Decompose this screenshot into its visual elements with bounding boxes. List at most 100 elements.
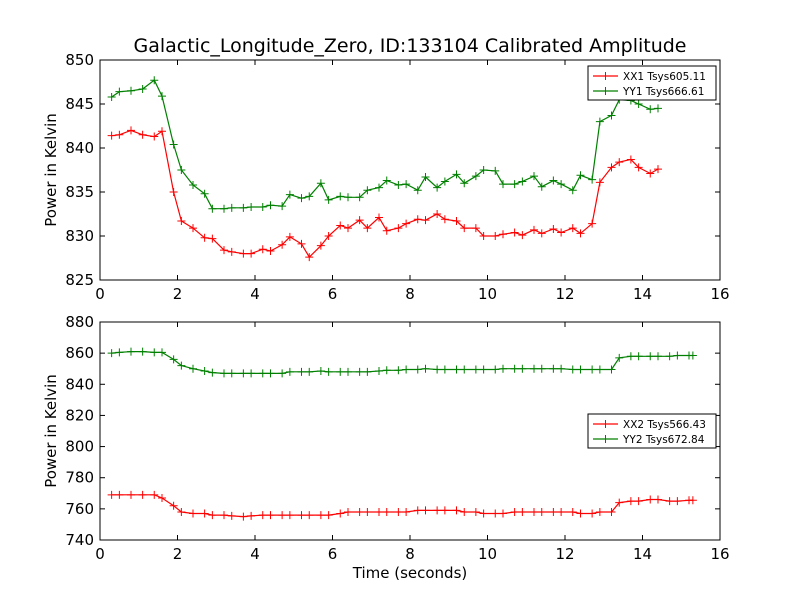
data-point [626, 155, 635, 164]
data-point [382, 226, 391, 235]
data-point [634, 163, 643, 172]
data-point [363, 507, 372, 516]
data-point [355, 216, 364, 225]
data-point [127, 347, 135, 356]
data-point [646, 352, 655, 361]
data-point [220, 369, 228, 378]
data-point [440, 506, 449, 515]
x-tick-label: 0 [95, 285, 105, 303]
data-point [220, 204, 228, 213]
data-point [646, 169, 655, 178]
data-point [355, 507, 364, 516]
legend-marker [601, 72, 610, 80]
data-point [460, 365, 469, 374]
data-point [158, 92, 166, 101]
data-point [394, 507, 403, 516]
data-point [549, 507, 558, 516]
data-point [479, 232, 488, 240]
x-tick-label: 4 [250, 285, 260, 303]
data-point [607, 365, 616, 374]
data-point [305, 192, 314, 201]
data-point [479, 166, 488, 174]
legend-marker [601, 87, 610, 95]
data-point [433, 183, 442, 192]
data-point [200, 233, 209, 242]
top-plot: 0 2 4 6 8 10 12 14 16 825 830 835 840 845 850 Power in … [42, 51, 730, 303]
data-point [568, 365, 577, 374]
data-point [115, 348, 124, 357]
data-point [382, 366, 391, 375]
data-point [278, 240, 287, 249]
data-point [266, 201, 275, 210]
x-tick-label: 6 [328, 545, 338, 563]
data-point [595, 117, 604, 126]
data-point [177, 166, 186, 174]
data-point [557, 364, 566, 373]
data-point [189, 509, 197, 518]
data-point [530, 507, 538, 516]
data-point [530, 364, 538, 373]
data-point [460, 179, 469, 188]
data-point [491, 365, 500, 374]
series-line [111, 494, 693, 518]
data-point [258, 369, 267, 378]
data-point [654, 352, 662, 361]
legend: XX1 Tsys605.11 YY1 Tsys666.61 [587, 65, 717, 101]
data-point [285, 367, 294, 376]
data-point [297, 367, 306, 376]
y-tick-label: 780 [65, 469, 94, 487]
data-point [588, 175, 597, 184]
x-tick-label: 14 [633, 285, 652, 303]
data-point [138, 130, 147, 139]
data-point [158, 493, 166, 502]
data-point [615, 353, 624, 362]
data-point [138, 347, 147, 356]
data-point [177, 217, 186, 226]
data-point [518, 507, 527, 516]
x-tick-label: 12 [555, 285, 574, 303]
x-tick-label: 16 [710, 545, 729, 563]
data-point [518, 231, 527, 240]
data-point [375, 367, 383, 376]
data-point [413, 365, 422, 374]
data-point [479, 365, 488, 374]
data-point [138, 85, 147, 94]
data-point [285, 232, 294, 241]
y-tick-label: 825 [65, 271, 94, 289]
data-point [654, 104, 662, 113]
data-point [177, 361, 186, 370]
data-point [537, 182, 546, 191]
data-point [557, 507, 566, 516]
data-point [177, 507, 186, 516]
data-point [530, 225, 538, 234]
data-point [266, 246, 275, 255]
data-point [285, 511, 294, 520]
data-point [336, 509, 345, 518]
data-point [440, 215, 449, 224]
data-point [433, 506, 442, 515]
data-point [266, 511, 275, 520]
data-point [491, 509, 500, 518]
data-point [278, 511, 287, 520]
legend-label: XX1 Tsys605.11 [623, 71, 706, 83]
x-tick-label: 2 [173, 285, 183, 303]
data-point [510, 180, 519, 189]
data-point [646, 495, 655, 504]
legend-label: YY2 Tsys672.84 [622, 434, 705, 446]
data-point [471, 365, 480, 374]
data-point [158, 127, 166, 136]
data-point [568, 224, 577, 233]
data-point [537, 364, 546, 373]
data-point [107, 349, 116, 358]
data-point [576, 509, 585, 518]
data-point [324, 367, 333, 376]
data-point [413, 215, 422, 224]
x-tick-label: 0 [95, 545, 105, 563]
y-axis-label: Power in Kelvin [42, 113, 60, 227]
x-tick-label: 8 [405, 545, 415, 563]
data-point [499, 364, 507, 373]
data-point [549, 364, 558, 373]
data-point [344, 224, 352, 233]
data-point [491, 166, 500, 175]
